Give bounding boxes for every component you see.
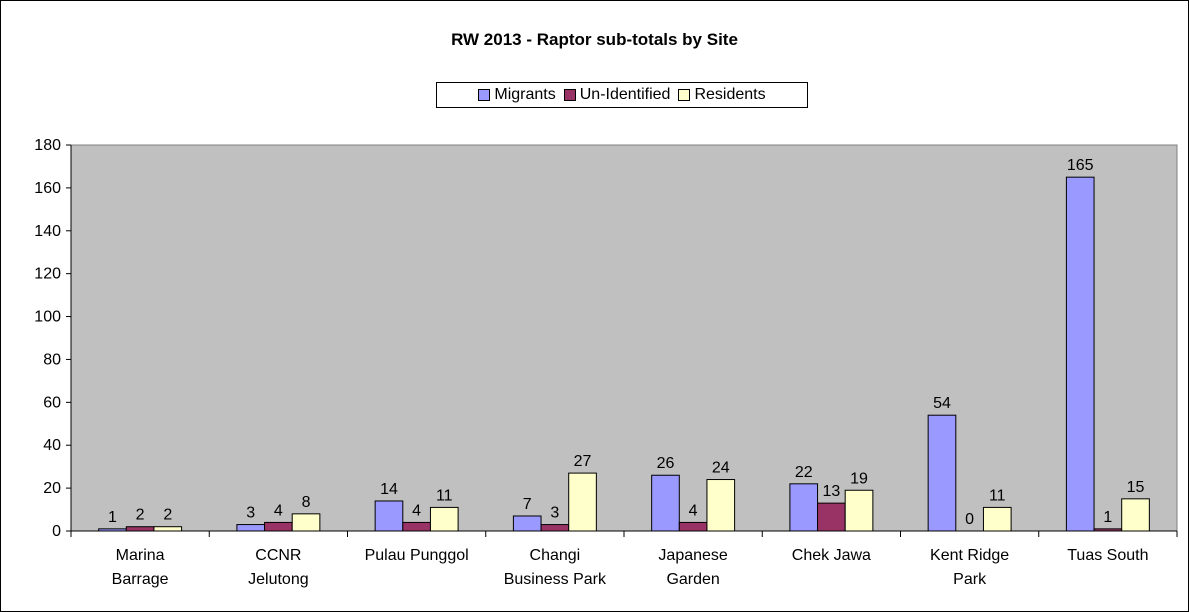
data-label: 4 bbox=[412, 502, 421, 519]
data-label: 1 bbox=[108, 509, 117, 526]
bar bbox=[264, 521, 293, 532]
bar bbox=[98, 528, 127, 532]
bar bbox=[789, 483, 819, 532]
data-label: 4 bbox=[689, 502, 698, 519]
data-label: 8 bbox=[302, 494, 311, 511]
data-label: 2 bbox=[163, 507, 172, 524]
bar bbox=[153, 526, 183, 532]
data-label: 4 bbox=[274, 502, 283, 519]
bar bbox=[236, 524, 266, 532]
legend-item-migrants: Migrants bbox=[478, 86, 556, 104]
data-label: 0 bbox=[965, 511, 974, 528]
bar bbox=[1121, 498, 1150, 532]
legend-swatch-residents bbox=[678, 89, 691, 101]
y-tick-label: 160 bbox=[34, 180, 61, 197]
x-tick-label: Kent Ridge bbox=[930, 547, 1009, 564]
x-tick-label: Park bbox=[953, 571, 987, 588]
y-tick-label: 20 bbox=[43, 480, 61, 497]
bar bbox=[844, 489, 874, 532]
data-label: 2 bbox=[136, 507, 145, 524]
legend-item-residents: Residents bbox=[678, 86, 766, 104]
y-tick-label: 40 bbox=[43, 437, 61, 454]
data-label: 7 bbox=[523, 496, 532, 513]
bar bbox=[125, 526, 155, 532]
x-tick-label: Garden bbox=[666, 571, 719, 588]
y-tick-label: 60 bbox=[43, 394, 61, 411]
data-label: 14 bbox=[380, 481, 398, 498]
data-label: 24 bbox=[712, 460, 730, 477]
bar bbox=[512, 515, 542, 532]
bar bbox=[429, 506, 459, 532]
x-tick-label: Pulau Punggol bbox=[365, 547, 469, 564]
legend-label-unidentified: Un-Identified bbox=[579, 86, 671, 103]
bar bbox=[1065, 176, 1095, 532]
bar bbox=[1093, 528, 1123, 532]
x-tick-label: Jelutong bbox=[248, 571, 309, 588]
legend-label-migrants: Migrants bbox=[494, 86, 556, 103]
legend-swatch-migrants bbox=[478, 89, 491, 101]
data-label: 22 bbox=[795, 464, 813, 481]
bar bbox=[651, 474, 680, 532]
bar bbox=[927, 414, 957, 532]
data-label: 27 bbox=[574, 453, 592, 470]
y-tick-label: 120 bbox=[34, 266, 61, 283]
x-tick-label: Barrage bbox=[112, 571, 169, 588]
data-label: 15 bbox=[1127, 479, 1145, 496]
bar bbox=[706, 479, 736, 532]
bar bbox=[817, 502, 846, 532]
bar bbox=[982, 506, 1012, 532]
plot-area bbox=[70, 144, 1178, 532]
x-tick-label: Changi bbox=[530, 547, 581, 564]
bar bbox=[402, 521, 431, 532]
x-tick-label: CCNR bbox=[255, 547, 301, 564]
bar bbox=[540, 524, 570, 532]
y-tick-label: 140 bbox=[34, 223, 61, 240]
data-label: 1 bbox=[1103, 509, 1112, 526]
bar bbox=[374, 500, 404, 532]
legend-item-unidentified: Un-Identified bbox=[563, 86, 671, 104]
x-tick-label: Tuas South bbox=[1067, 547, 1148, 564]
chart-title: RW 2013 - Raptor sub-totals by Site bbox=[451, 30, 738, 49]
x-tick-label: Business Park bbox=[504, 571, 607, 588]
legend-label-residents: Residents bbox=[694, 86, 766, 103]
data-label: 3 bbox=[550, 505, 559, 522]
data-label: 13 bbox=[822, 483, 840, 500]
bar bbox=[291, 513, 321, 532]
legend: Migrants Un-Identified Residents bbox=[436, 82, 808, 108]
x-tick-label: Marina bbox=[116, 547, 165, 564]
x-tick-label: Chek Jawa bbox=[792, 547, 871, 564]
data-label: 165 bbox=[1067, 157, 1094, 174]
y-tick-label: 180 bbox=[34, 137, 61, 154]
y-tick-label: 0 bbox=[52, 523, 61, 540]
y-tick-label: 100 bbox=[34, 309, 61, 326]
data-label: 19 bbox=[850, 470, 868, 487]
data-label: 11 bbox=[436, 487, 453, 504]
x-tick-label: Japanese bbox=[658, 547, 727, 564]
data-label: 26 bbox=[657, 455, 675, 472]
data-label: 3 bbox=[246, 505, 255, 522]
legend-swatch-unidentified bbox=[563, 89, 576, 101]
bar bbox=[568, 472, 597, 532]
data-label: 11 bbox=[989, 487, 1006, 504]
y-tick-label: 80 bbox=[43, 351, 61, 368]
data-label: 54 bbox=[933, 395, 951, 412]
bar bbox=[678, 521, 708, 532]
